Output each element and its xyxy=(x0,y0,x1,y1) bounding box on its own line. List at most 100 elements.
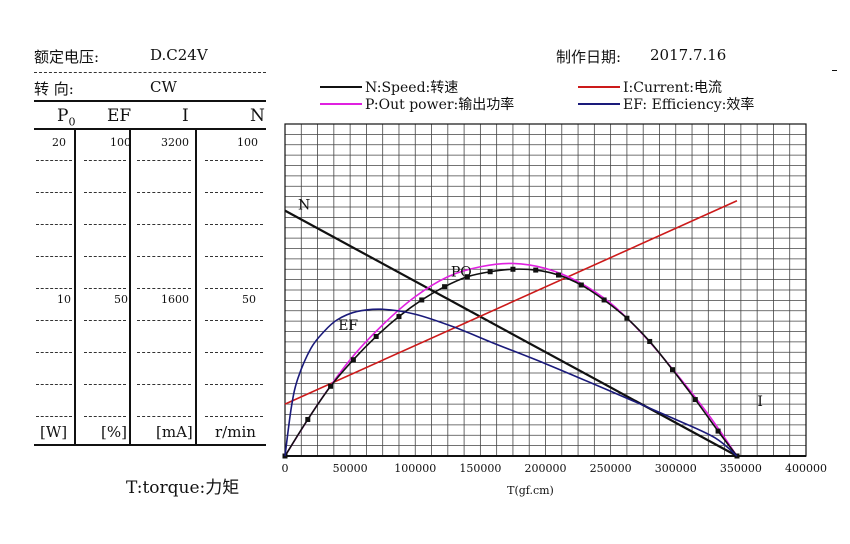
legend-label-ef: EF: Efficiency:效率 xyxy=(623,96,754,113)
series-point-p-marked xyxy=(464,274,470,280)
scale-tick-line xyxy=(205,160,263,161)
direction-value: CW xyxy=(150,78,177,96)
series-point-p-marked xyxy=(715,428,721,434)
scale-tick-line xyxy=(205,352,263,353)
x-tick-label: 400000 xyxy=(785,462,827,475)
series-line-i xyxy=(284,200,738,405)
scale-tick-line xyxy=(84,288,126,289)
rated-voltage-label: 额定电压: xyxy=(34,48,100,66)
curve-label-po: PO xyxy=(451,265,472,281)
series-point-p-marked xyxy=(419,297,425,303)
scale-tick-line xyxy=(205,320,263,321)
curve-label-ef: EF xyxy=(338,318,358,334)
scale-tick-line xyxy=(36,416,72,417)
curve-label-i: I xyxy=(757,394,763,410)
date-value: 2017.7.16 xyxy=(650,46,727,64)
direction-rule xyxy=(34,100,266,102)
scale-tick-line xyxy=(36,256,72,257)
x-tick-label: 100000 xyxy=(394,462,436,475)
scale-tick-line xyxy=(137,416,191,417)
unit-ef: [%] xyxy=(101,423,127,441)
scale-tick-line xyxy=(36,288,72,289)
unit-i: [mA] xyxy=(156,423,193,441)
col-head-p0: P0 xyxy=(57,106,76,129)
curve-label-n: N xyxy=(298,198,310,214)
scale-tick-line xyxy=(205,192,263,193)
rated-voltage-value: D.C24V xyxy=(150,46,208,64)
series-point-p-marked xyxy=(669,367,675,373)
scale-top-p0: 20 xyxy=(52,136,66,149)
unit-p0: [W] xyxy=(40,423,68,441)
scale-mid-ef: 50 xyxy=(114,293,128,306)
series-point-p-marked xyxy=(510,266,516,272)
scale-tick-line xyxy=(137,384,191,385)
series-line-n xyxy=(284,209,738,457)
col-divider-3 xyxy=(195,128,197,444)
scale-tick-line xyxy=(137,192,191,193)
series-point-p-marked xyxy=(442,284,448,290)
scale-tick-line xyxy=(137,288,191,289)
scale-tick-line xyxy=(137,320,191,321)
x-axis-label: T(gf.cm) xyxy=(507,484,554,497)
scale-tick-line xyxy=(137,352,191,353)
torque-caption: T:torque:力矩 xyxy=(126,478,240,498)
scale-tick-line xyxy=(205,384,263,385)
scale-tick-line xyxy=(205,256,263,257)
scale-tick-line xyxy=(36,352,72,353)
series-point-p-marked xyxy=(305,416,311,422)
scale-tick-line xyxy=(36,384,72,385)
x-tick-label: 0 xyxy=(282,462,289,475)
col-head-n: N xyxy=(250,106,265,126)
scale-tick-line xyxy=(84,416,126,417)
scale-tick-line xyxy=(205,224,263,225)
scale-tick-line xyxy=(84,224,126,225)
table-top-rule xyxy=(34,128,266,130)
x-tick-label: 200000 xyxy=(525,462,567,475)
scale-mid-p0: 10 xyxy=(57,293,71,306)
scale-tick-line xyxy=(205,416,263,417)
series-point-p-marked xyxy=(533,267,539,273)
series-point-p-marked xyxy=(556,272,562,278)
date-label: 制作日期: xyxy=(556,48,622,66)
corner-mark xyxy=(832,70,837,71)
x-tick-label: 250000 xyxy=(590,462,632,475)
scale-tick-line xyxy=(84,160,126,161)
col-divider-2 xyxy=(129,128,131,444)
series-point-p-marked xyxy=(647,338,653,344)
unit-n: r/min xyxy=(215,423,256,441)
scale-top-ef: 100 xyxy=(110,136,131,149)
table-bottom-rule xyxy=(34,444,266,446)
scale-mid-i: 1600 xyxy=(161,293,189,306)
scale-top-n: 100 xyxy=(237,136,258,149)
scale-tick-line xyxy=(84,192,126,193)
series-point-p-marked xyxy=(601,297,607,303)
series-point-p-marked xyxy=(578,282,584,288)
x-tick-label: 150000 xyxy=(459,462,501,475)
scale-tick-line xyxy=(137,224,191,225)
legend-label-i: I:Current:电流 xyxy=(623,80,722,96)
scale-tick-line xyxy=(36,224,72,225)
header-divider xyxy=(34,72,266,73)
legend-label-p: P:Out power:输出功率 xyxy=(365,96,514,113)
legend-label-n: N:Speed:转速 xyxy=(365,80,458,96)
scale-tick-line xyxy=(137,256,191,257)
series-point-p-marked xyxy=(373,333,379,339)
scale-tick-line xyxy=(36,192,72,193)
x-tick-label: 300000 xyxy=(655,462,697,475)
direction-label: 转 向: xyxy=(34,80,74,98)
scale-top-i: 3200 xyxy=(161,136,189,149)
scale-tick-line xyxy=(84,256,126,257)
x-tick-label: 350000 xyxy=(720,462,762,475)
chart-labels: N I PO EF xyxy=(298,198,763,410)
scale-tick-line xyxy=(84,352,126,353)
series-point-p-marked xyxy=(396,314,402,320)
series-point-p-marked xyxy=(350,357,356,363)
scale-tick-line xyxy=(84,320,126,321)
scale-tick-line xyxy=(205,288,263,289)
series-line-ef xyxy=(284,308,738,457)
chart-series xyxy=(282,200,740,459)
series-point-p-marked xyxy=(624,315,630,321)
series-point-p-marked xyxy=(487,269,493,275)
series-point-p-marked xyxy=(692,397,698,403)
